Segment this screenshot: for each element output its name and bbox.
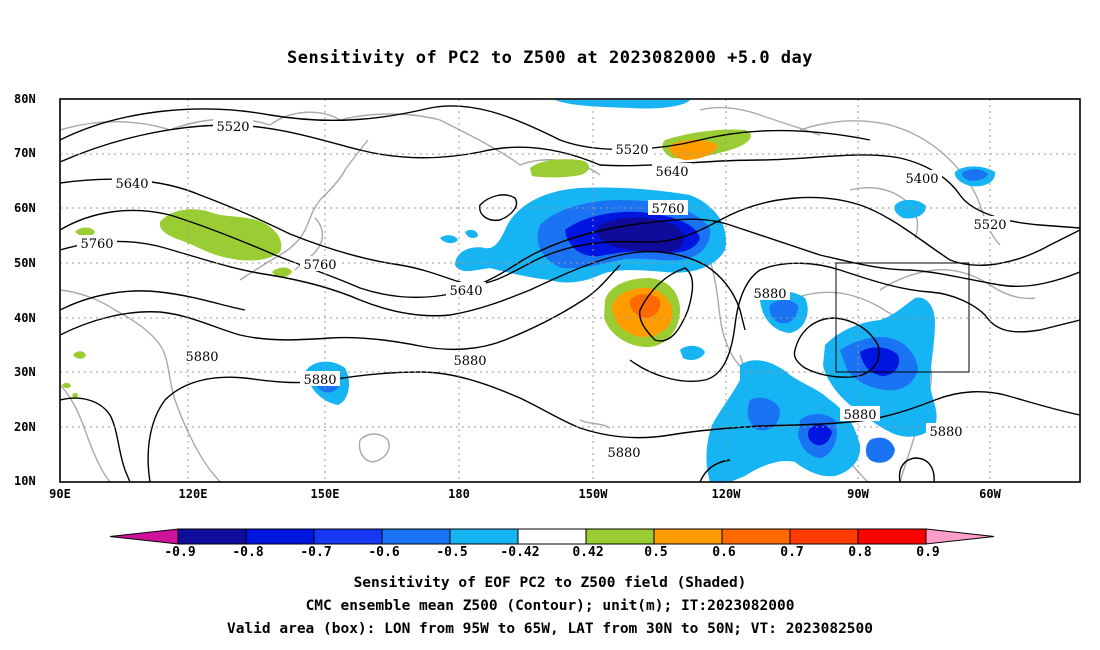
contour-label-bg <box>182 348 222 363</box>
colorbar-arrow-low <box>109 528 179 545</box>
lat-label: 30N <box>14 365 36 379</box>
contour-label: 5640 <box>449 284 482 299</box>
lon-label: 180 <box>448 487 470 501</box>
colorbar-swatch <box>653 528 723 545</box>
contour-label-bg <box>450 352 490 367</box>
contour-label-bg <box>648 200 688 215</box>
lat-label: 40N <box>14 311 36 325</box>
contour-label-bg <box>840 406 880 421</box>
contour-label: 5880 <box>607 446 640 461</box>
lon-label: 120E <box>178 487 208 501</box>
colorbar-swatch <box>177 528 247 545</box>
contour-label-bg <box>112 175 152 190</box>
lat-label: 50N <box>14 256 36 270</box>
colorbar-swatch <box>313 528 383 545</box>
colorbar-swatch <box>585 528 655 545</box>
colorbar-label: -0.9 <box>164 545 196 560</box>
contour-label-bg <box>750 285 790 300</box>
contour-label: 5880 <box>753 287 786 302</box>
footer-line-3: Valid area (box): LON from 95W to 65W, L… <box>226 621 873 637</box>
lon-label: 150W <box>578 487 608 501</box>
contour-label: 5520 <box>973 218 1006 233</box>
colorbar-label: 0.42 <box>572 545 604 560</box>
contour-label: 5520 <box>615 143 648 158</box>
lat-lon-grid <box>60 99 1080 482</box>
contour-label-bg <box>612 141 652 156</box>
contour-label: 5400 <box>905 172 938 187</box>
colorbar-label: -0.8 <box>232 545 264 560</box>
colorbar-swatch <box>857 528 927 545</box>
contour-label: 5640 <box>115 177 148 192</box>
contour-label: 5880 <box>843 408 876 423</box>
colorbar-swatch <box>245 528 315 545</box>
valid-area-box <box>835 262 970 373</box>
colorbar-label: -0.42 <box>500 545 540 560</box>
colorbar-label: 0.6 <box>712 545 736 560</box>
contour-label-bg <box>213 118 253 133</box>
lat-label: 70N <box>14 146 36 160</box>
lon-label: 120W <box>711 487 741 501</box>
colorbar-label: 0.5 <box>644 545 668 560</box>
contour-label: 5880 <box>929 425 962 440</box>
colorbar-swatch <box>789 528 859 545</box>
colorbar-label: -0.6 <box>368 545 400 560</box>
contour-label-bg <box>604 444 644 459</box>
contour-label-bg <box>446 282 486 297</box>
colorbar-swatch <box>381 528 451 545</box>
colorbar-label: 0.7 <box>780 545 804 560</box>
contour-label: 5760 <box>651 202 684 217</box>
lon-label: 150E <box>310 487 340 501</box>
colorbar-swatch <box>449 528 519 545</box>
contour-label: 5760 <box>80 237 113 252</box>
colorbar-label: 0.8 <box>848 545 872 560</box>
contour-label: 5880 <box>185 350 218 365</box>
contour-labels: 5520 5520 5400 5520 5640 5640 5640 5760 5760 5760… <box>77 118 1010 461</box>
footer-line-2: CMC ensemble mean Z500 (Contour); unit(m… <box>305 598 795 614</box>
chart-title: Sensitivity of PC2 to Z500 at 2023082000… <box>286 48 813 68</box>
lat-label: 80N <box>14 92 36 106</box>
contour-label-bg <box>926 423 966 438</box>
contour-label-bg <box>300 256 340 271</box>
lon-label: 90W <box>847 487 869 501</box>
contour-label-bg <box>300 371 340 386</box>
contour-label: 5760 <box>303 258 336 273</box>
lat-label: 60N <box>14 201 36 215</box>
colorbar-label: 0.9 <box>916 545 940 560</box>
lon-label: 90E <box>49 487 71 501</box>
z500-contours <box>60 105 1080 482</box>
lat-label: 20N <box>14 420 36 434</box>
contour-label: 5520 <box>216 120 249 135</box>
contour-label-bg <box>77 235 117 250</box>
colorbar-swatch <box>517 528 587 545</box>
lat-label: 10N <box>14 474 36 488</box>
contour-label-bg <box>652 163 692 178</box>
colorbar-label: -0.5 <box>436 545 468 560</box>
contour-label: 5640 <box>655 165 688 180</box>
contour-label: 5880 <box>303 373 336 388</box>
contour-label-bg <box>902 170 942 185</box>
lon-label: 60W <box>979 487 1001 501</box>
contour-label-bg <box>970 216 1010 231</box>
plot-frame <box>59 98 1081 483</box>
contour-label: 5880 <box>453 354 486 369</box>
colorbar-label: -0.7 <box>300 545 332 560</box>
colorbar-arrow-high <box>925 528 995 545</box>
colorbar-swatch <box>721 528 791 545</box>
footer-line-1: Sensitivity of EOF PC2 to Z500 field (Sh… <box>353 575 747 591</box>
